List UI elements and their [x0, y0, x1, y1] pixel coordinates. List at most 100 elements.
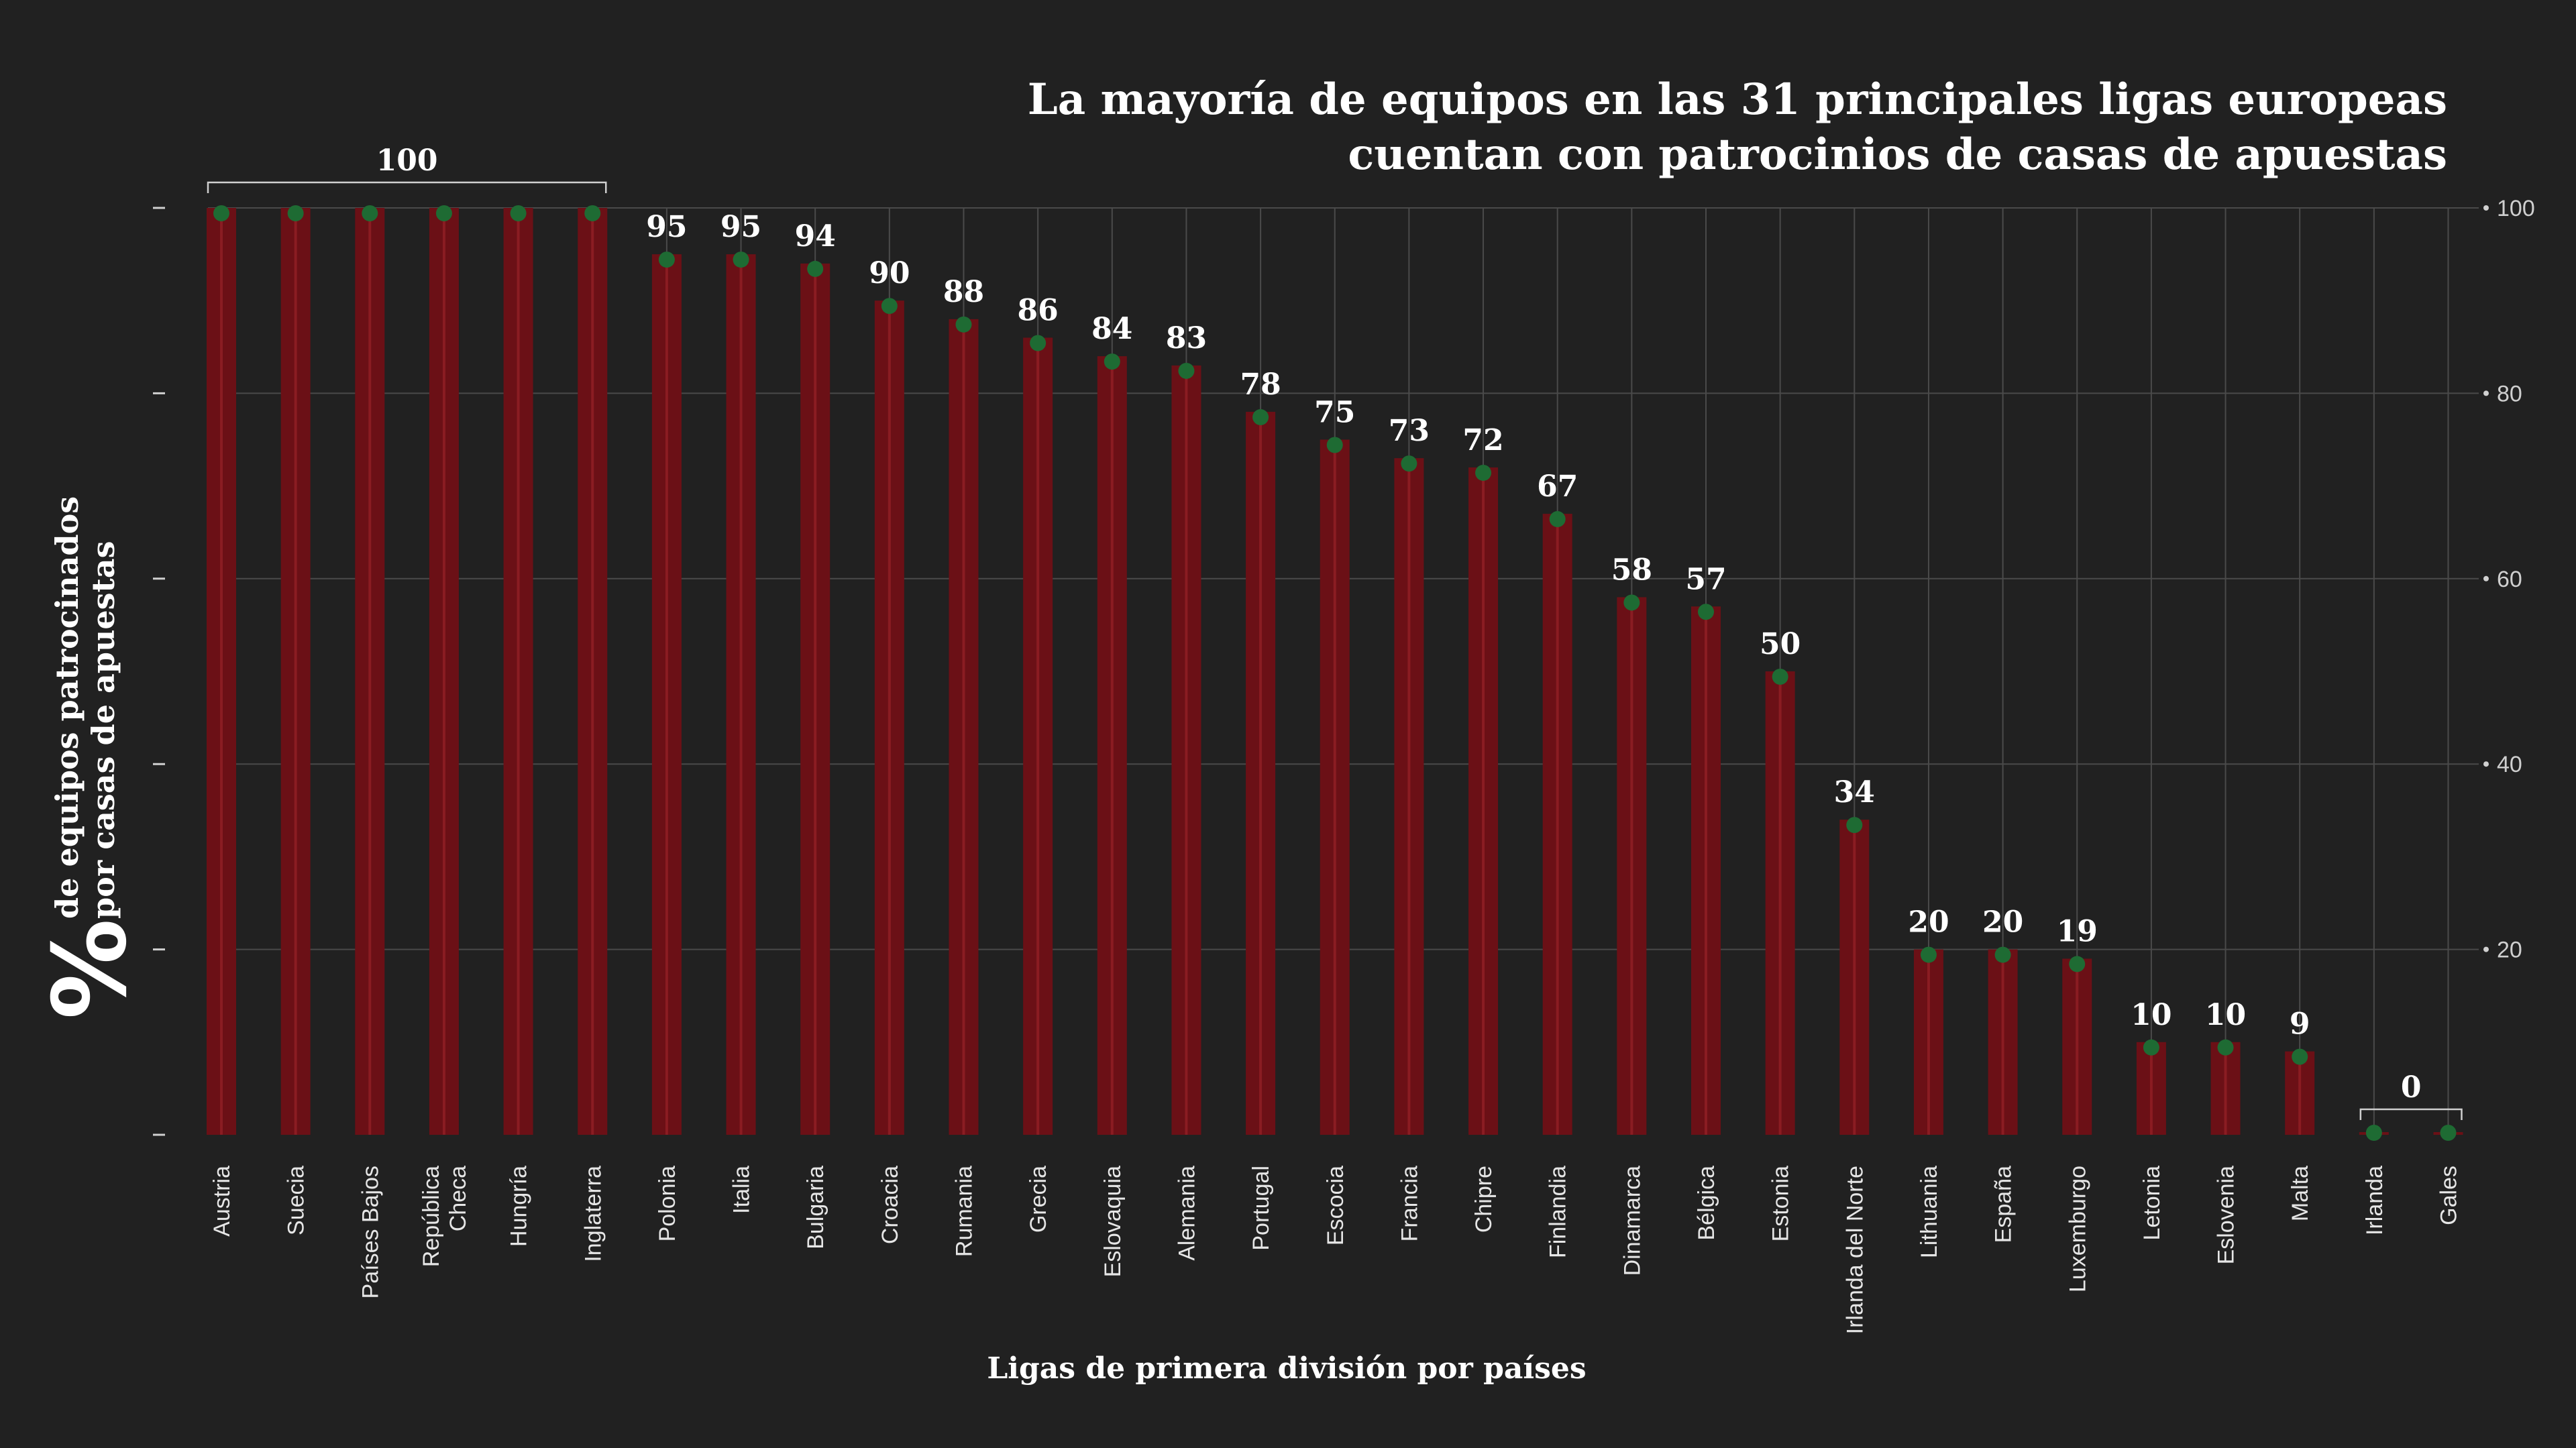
data-label: 95	[646, 210, 687, 244]
bar-highlight	[1705, 606, 1707, 1135]
y-axis-title: % de equipos patrocinados por casas de a…	[32, 496, 149, 1019]
data-label: 75	[1314, 396, 1355, 430]
bar-marker	[955, 316, 972, 333]
data-label: 94	[795, 219, 836, 254]
category-label-line: Luxemburgo	[2065, 1166, 2090, 1292]
data-label: 95	[720, 210, 761, 244]
y-axis-title-line-1: de equipos patrocinados	[49, 496, 85, 919]
bar-highlight	[294, 208, 297, 1135]
data-label: 20	[1982, 905, 2023, 940]
group-bracket	[207, 181, 607, 193]
y-tick-label: 20	[2497, 938, 2522, 963]
y-tick-dot-right	[2483, 946, 2489, 952]
bar-highlight	[814, 263, 817, 1135]
data-label: 58	[1611, 553, 1652, 587]
category-label: Alemania	[1174, 1166, 1199, 1261]
bar-highlight	[1482, 467, 1485, 1135]
category-label-line: Gales	[2436, 1166, 2462, 1225]
category-label-line: Alemania	[1174, 1166, 1199, 1261]
bar-highlight	[2149, 1042, 2153, 1135]
category-label-line: Inglaterra	[580, 1166, 606, 1262]
bar-marker	[1623, 594, 1640, 611]
y-axis-percent-symbol: %	[32, 919, 149, 1019]
category-label-line: Polonia	[655, 1166, 680, 1242]
category-label-line: Letonia	[2139, 1166, 2165, 1241]
bar-marker	[2217, 1039, 2234, 1056]
category-labels: Austria Suecia Países Bajos República Checa H…	[209, 1166, 2462, 1334]
bar-marker	[2069, 956, 2086, 972]
category-label-line: Eslovenia	[2214, 1166, 2239, 1265]
bar-highlight	[442, 208, 445, 1135]
bar-highlight	[1556, 514, 1559, 1135]
data-label: 73	[1389, 414, 1430, 448]
category-label-line: Estonia	[1768, 1166, 1794, 1241]
data-label: 78	[1240, 368, 1281, 402]
y-tick-label: 80	[2497, 381, 2522, 406]
bar-highlight	[517, 208, 520, 1135]
category-label: Países Bajos	[358, 1166, 383, 1298]
bar-highlight	[665, 254, 668, 1135]
data-label: 86	[1018, 293, 1059, 327]
category-label: Gales	[2436, 1166, 2462, 1225]
bar-marker	[733, 252, 749, 268]
category-label-line: Finlandia	[1546, 1166, 1571, 1258]
category-label: Rumania	[952, 1166, 977, 1257]
bar-marker	[2440, 1125, 2457, 1141]
category-label-line: Escocia	[1323, 1166, 1348, 1245]
category-label-line: Grecia	[1026, 1166, 1051, 1233]
bar-highlight	[2001, 949, 2004, 1135]
category-label-line: Portugal	[1248, 1166, 1274, 1251]
bar-marker	[2143, 1039, 2159, 1056]
y-tick-dot-right	[2483, 390, 2489, 396]
category-label: Eslovenia	[2214, 1166, 2239, 1265]
bar-highlight	[1110, 356, 1114, 1135]
data-label: 90	[869, 256, 910, 290]
category-label: Bulgaria	[803, 1166, 828, 1249]
bar-marker	[1994, 946, 2011, 963]
data-label: 50	[1760, 627, 1801, 661]
category-label-line: Francia	[1397, 1166, 1422, 1241]
bars	[207, 208, 2463, 1135]
category-label: Hungría	[506, 1166, 532, 1247]
bar-marker	[287, 205, 304, 221]
bar-marker	[1030, 335, 1046, 351]
category-label-line: Rumania	[952, 1166, 977, 1257]
category-label: Inglaterra	[580, 1166, 606, 1262]
data-label: 19	[2057, 914, 2098, 948]
category-label-line: Croacia	[877, 1166, 903, 1244]
bar-highlight	[962, 319, 965, 1135]
y-tick-dot-right	[2483, 205, 2489, 211]
category-label: Portugal	[1248, 1166, 1274, 1251]
category-label-line: Irlanda del Norte	[1842, 1166, 1868, 1334]
data-label: 83	[1166, 321, 1207, 355]
bar-highlight	[368, 208, 372, 1135]
bar-highlight	[1185, 365, 1188, 1135]
bar-marker	[1846, 817, 1863, 834]
category-label-line: Chipre	[1471, 1166, 1497, 1233]
bar-marker	[1178, 362, 1195, 379]
category-label-line: Suecia	[284, 1166, 309, 1235]
category-label: Suecia	[284, 1166, 309, 1235]
category-label: Polonia	[655, 1166, 680, 1242]
y-tick-label: 100	[2497, 196, 2535, 221]
category-label-line: República	[419, 1166, 444, 1267]
category-label: Francia	[1397, 1166, 1422, 1241]
category-label: Lithuania	[1917, 1166, 1942, 1258]
bar-highlight	[1407, 458, 1411, 1135]
bar-marker	[658, 252, 675, 268]
bar-marker	[1549, 511, 1566, 528]
category-label-line: Países Bajos	[358, 1166, 383, 1298]
bar-marker	[1475, 464, 1492, 481]
category-label: Chipre	[1471, 1166, 1497, 1233]
data-label: 84	[1091, 312, 1132, 346]
category-label-line: Lithuania	[1917, 1166, 1942, 1258]
bar-highlight	[1778, 671, 1782, 1135]
bar-highlight	[1036, 337, 1040, 1135]
category-label: República Checa	[419, 1166, 471, 1267]
bar-highlight	[739, 254, 743, 1135]
bar-markers	[213, 205, 2457, 1141]
category-label-line: Malta	[2288, 1166, 2313, 1221]
bar-marker	[1104, 353, 1120, 370]
